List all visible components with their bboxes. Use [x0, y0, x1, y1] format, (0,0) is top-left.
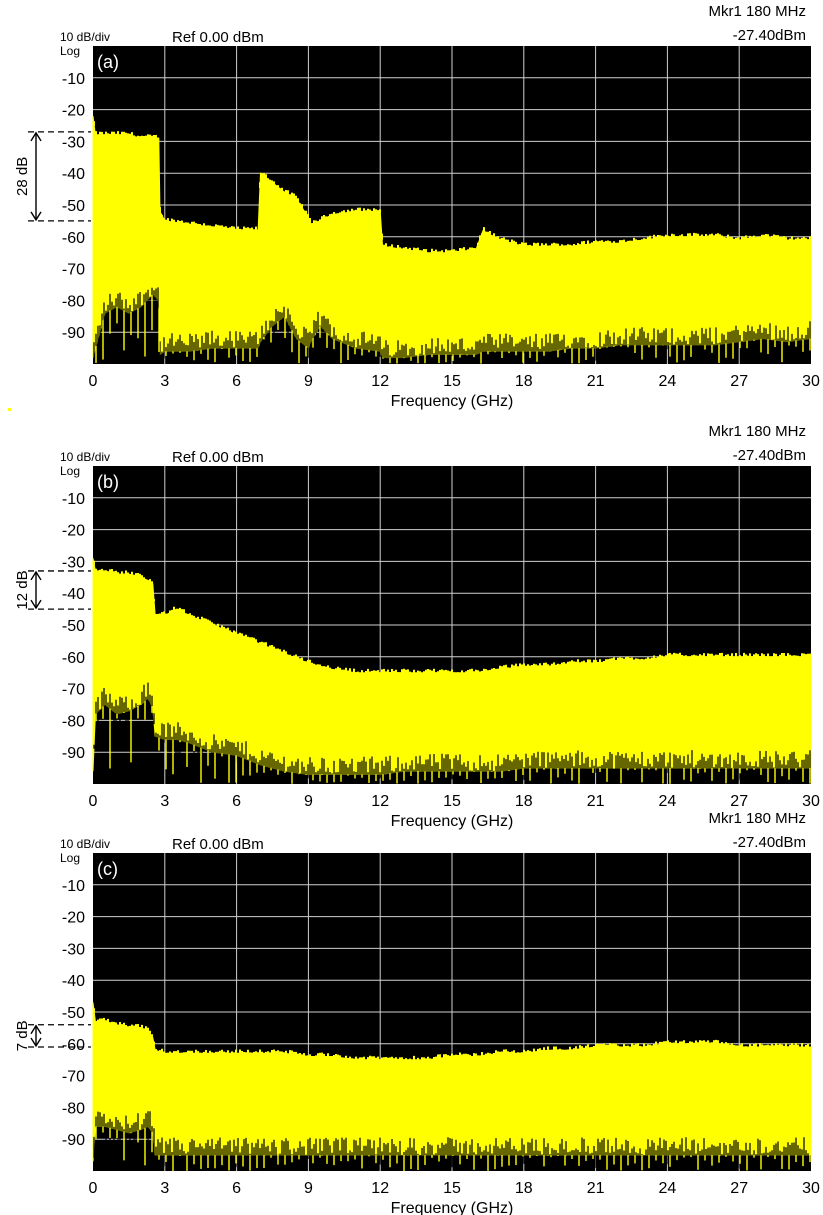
x-axis-label: Frequency (GHz) [391, 393, 514, 410]
bracket-label: 28 dB [14, 157, 31, 196]
x-axis-label: Frequency (GHz) [391, 813, 514, 830]
bracket-label: 12 dB [14, 570, 31, 609]
x-tick-label: 21 [587, 793, 605, 810]
y-tick-label: -80 [62, 293, 85, 310]
y-tick-label: -40 [62, 166, 85, 183]
bracket-arrow-up [30, 1024, 42, 1035]
y-tick-label: -90 [62, 745, 85, 762]
panel-b: 0 3 6 9 12 15 18 21 24 27 30 -10 -20 -30 -40 -50 -60 -70 -… [14, 423, 820, 830]
trace-noise-upper [93, 560, 811, 675]
log-label: Log [60, 44, 80, 58]
panel-label: (c) [97, 859, 118, 879]
scale-label: 10 dB/div [60, 450, 110, 464]
y-tick-label: -10 [62, 71, 85, 88]
x-tick-label: 12 [371, 373, 389, 390]
x-tick-label: 30 [802, 1180, 820, 1197]
bracket-arrow-up [30, 131, 42, 142]
y-tick-label: -50 [62, 618, 85, 635]
panel-label: (a) [97, 52, 119, 72]
y-tick-label: -60 [62, 1037, 85, 1054]
x-tick-label: 3 [160, 373, 169, 390]
y-tick-label: -60 [62, 650, 85, 667]
y-tick-label: -20 [62, 523, 85, 540]
log-label: Log [60, 851, 80, 865]
x-tick-label: 15 [443, 1180, 461, 1197]
scale-label: 10 dB/div [60, 30, 110, 44]
y-tick-label: -90 [62, 1132, 85, 1149]
bracket-label: 7 dB [14, 1020, 31, 1051]
x-tick-label: 12 [371, 1180, 389, 1197]
trace-noise-upper [93, 121, 811, 255]
x-tick-label: 18 [515, 793, 533, 810]
marker-value: -27.40dBm [733, 447, 806, 464]
x-tick-label: 9 [304, 373, 313, 390]
scale-label: 10 dB/div [60, 837, 110, 851]
x-tick-label: 24 [659, 793, 677, 810]
trace-noise-lower [93, 682, 811, 784]
x-tick-label: 18 [515, 373, 533, 390]
x-tick-label: 24 [659, 1180, 677, 1197]
x-tick-label: 30 [802, 373, 820, 390]
x-axis-label: Frequency (GHz) [391, 1200, 514, 1215]
y-tick-label: -20 [62, 103, 85, 120]
y-tick-label: -90 [62, 325, 85, 342]
x-tick-label: 21 [587, 1180, 605, 1197]
y-tick-label: -70 [62, 262, 85, 279]
stray-marker-dot [8, 408, 11, 411]
bracket-arrow-down [30, 599, 42, 610]
x-tick-label: 12 [371, 793, 389, 810]
x-tick-label: 9 [304, 1180, 313, 1197]
x-tick-label: 24 [659, 373, 677, 390]
x-tick-label: 15 [443, 373, 461, 390]
log-label: Log [60, 464, 80, 478]
marker-label: Mkr1 180 MHz [708, 810, 806, 827]
marker-value: -27.40dBm [733, 834, 806, 851]
y-tick-label: -70 [62, 682, 85, 699]
x-tick-label: 27 [730, 1180, 748, 1197]
x-tick-label: 27 [730, 793, 748, 810]
ref-level-label: Ref 0.00 dBm [172, 29, 264, 46]
marker-label: Mkr1 180 MHz [708, 3, 806, 20]
y-tick-label: -30 [62, 554, 85, 571]
y-tick-label: -60 [62, 230, 85, 247]
y-tick-label: -20 [62, 910, 85, 927]
y-tick-label: -10 [62, 878, 85, 895]
x-tick-label: 3 [160, 1180, 169, 1197]
bracket-arrow-down [30, 211, 42, 222]
x-tick-label: 0 [89, 793, 98, 810]
x-tick-label: 30 [802, 793, 820, 810]
x-tick-label: 15 [443, 793, 461, 810]
x-tick-label: 3 [160, 793, 169, 810]
x-tick-label: 6 [232, 1180, 241, 1197]
y-tick-label: -10 [62, 491, 85, 508]
y-tick-label: -40 [62, 973, 85, 990]
panel-a: 0 3 6 9 12 15 18 21 24 27 30 -10 -20 -30 -40 -50 -60 -70 -… [14, 3, 820, 410]
trace-noise-upper [93, 1008, 811, 1062]
y-tick-label: -30 [62, 941, 85, 958]
panel-c: 0 3 6 9 12 15 18 21 24 27 30 -10 -20 -30 -40 -50 -60 -70 -… [14, 810, 820, 1215]
y-tick-label: -50 [62, 1005, 85, 1022]
x-tick-label: 6 [232, 793, 241, 810]
ref-level-label: Ref 0.00 dBm [172, 449, 264, 466]
x-tick-label: 0 [89, 1180, 98, 1197]
bracket-arrow-down [30, 1037, 42, 1048]
x-tick-label: 18 [515, 1180, 533, 1197]
x-tick-label: 6 [232, 373, 241, 390]
y-tick-label: -30 [62, 134, 85, 151]
x-tick-label: 27 [730, 373, 748, 390]
marker-label: Mkr1 180 MHz [708, 423, 806, 440]
y-tick-label: -70 [62, 1069, 85, 1086]
panel-label: (b) [97, 472, 119, 492]
y-tick-label: -80 [62, 1100, 85, 1117]
y-tick-label: -40 [62, 586, 85, 603]
bracket-arrow-up [30, 570, 42, 581]
marker-value: -27.40dBm [733, 27, 806, 44]
y-tick-label: -50 [62, 198, 85, 215]
y-tick-label: -80 [62, 713, 85, 730]
x-tick-label: 21 [587, 373, 605, 390]
ref-level-label: Ref 0.00 dBm [172, 836, 264, 853]
x-tick-label: 9 [304, 793, 313, 810]
x-tick-label: 0 [89, 373, 98, 390]
